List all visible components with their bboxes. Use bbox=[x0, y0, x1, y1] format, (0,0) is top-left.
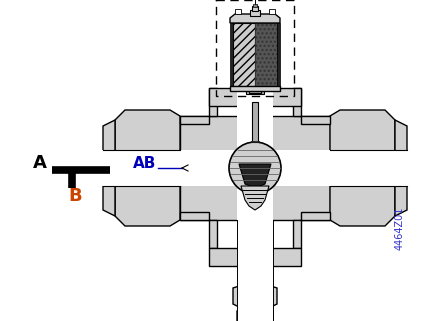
Polygon shape bbox=[293, 212, 330, 248]
Polygon shape bbox=[330, 110, 395, 226]
Polygon shape bbox=[115, 110, 180, 226]
Bar bbox=[230, 23, 233, 86]
Polygon shape bbox=[395, 120, 407, 216]
Bar bbox=[277, 23, 280, 86]
Bar bbox=[246, 86, 264, 94]
Polygon shape bbox=[103, 120, 115, 216]
Polygon shape bbox=[230, 14, 280, 23]
Polygon shape bbox=[180, 88, 217, 124]
Polygon shape bbox=[239, 164, 271, 188]
Polygon shape bbox=[237, 308, 273, 321]
Bar bbox=[251, 141, 259, 142]
Bar bbox=[250, 10, 260, 16]
Bar bbox=[233, 23, 277, 86]
Text: 4464Z01: 4464Z01 bbox=[395, 206, 405, 250]
Bar bbox=[269, 9, 275, 14]
Polygon shape bbox=[241, 186, 269, 210]
Circle shape bbox=[229, 142, 281, 194]
Polygon shape bbox=[293, 88, 330, 124]
Bar bbox=[249, 88, 261, 93]
Bar bbox=[235, 9, 241, 14]
Bar bbox=[209, 248, 301, 266]
Text: AB: AB bbox=[133, 155, 156, 170]
Bar bbox=[239, 266, 271, 286]
Polygon shape bbox=[180, 212, 217, 248]
Polygon shape bbox=[230, 86, 280, 91]
Bar bbox=[209, 88, 301, 106]
Text: B: B bbox=[68, 187, 82, 205]
Bar bbox=[233, 23, 255, 86]
Bar bbox=[255, 23, 277, 86]
Polygon shape bbox=[233, 286, 277, 308]
Bar bbox=[216, 0, 294, 96]
Bar bbox=[0, 150, 424, 186]
Text: A: A bbox=[33, 154, 47, 172]
Bar bbox=[252, 102, 258, 142]
Bar bbox=[252, 6, 258, 11]
Polygon shape bbox=[180, 116, 330, 220]
Bar bbox=[253, 4, 257, 7]
Bar bbox=[239, 43, 271, 88]
Bar bbox=[237, 43, 273, 321]
